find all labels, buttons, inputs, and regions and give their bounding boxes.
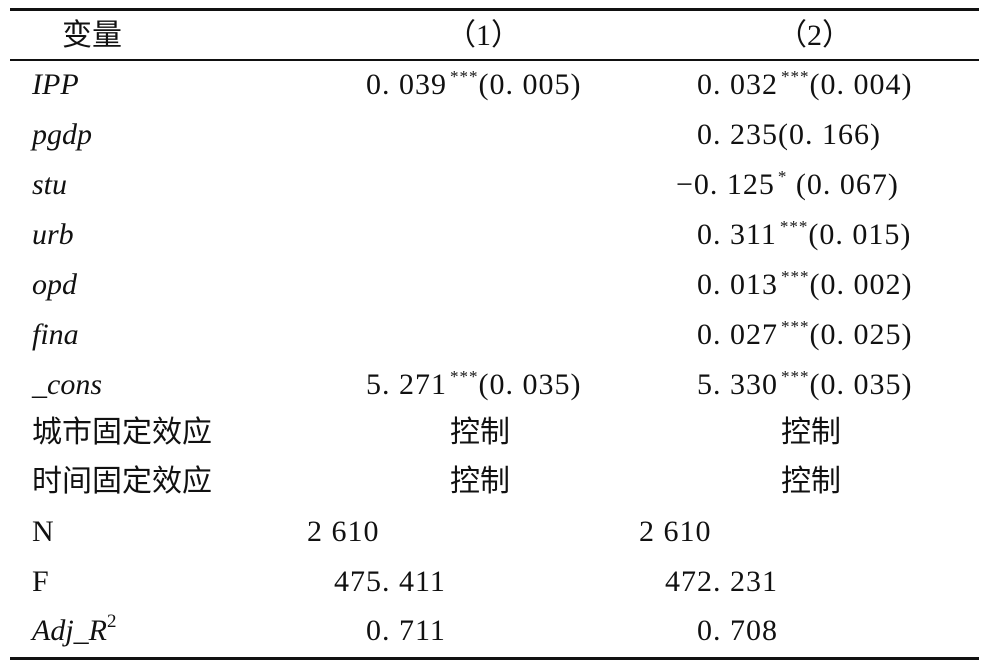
header-col2: （2） bbox=[777, 19, 852, 52]
row-var-ipp: IPP bbox=[32, 68, 79, 101]
row-fina-col2: 0. 027 ***(0. 025) bbox=[697, 317, 913, 356]
row-f-col2: 472. 231 bbox=[665, 565, 778, 598]
table-header-rule bbox=[10, 59, 979, 61]
std-error: (0. 015) bbox=[808, 218, 912, 251]
row-var-opd: opd bbox=[32, 268, 77, 301]
row-adjr2-col2: 0. 708 bbox=[697, 614, 778, 647]
signif-stars: *** bbox=[781, 267, 810, 286]
coef: 0. 013 bbox=[697, 268, 778, 301]
row-var-fina: fina bbox=[32, 318, 79, 351]
std-error: (0. 005) bbox=[478, 68, 582, 101]
signif-stars: *** bbox=[450, 67, 479, 86]
row-n-label: N bbox=[32, 515, 54, 548]
row-var-pgdp: pgdp bbox=[32, 118, 92, 151]
row-var-stu: stu bbox=[32, 168, 68, 201]
std-error: (0. 067) bbox=[787, 168, 899, 201]
row-opd-col2: 0. 013 ***(0. 002) bbox=[697, 267, 913, 306]
row-city-fe-col2: 控制 bbox=[781, 416, 841, 449]
row-cons-col1: 5. 271 ***(0. 035) bbox=[366, 367, 582, 406]
std-error: (0. 035) bbox=[478, 368, 582, 401]
std-error: (0. 002) bbox=[809, 268, 913, 301]
signif-stars: *** bbox=[779, 217, 809, 236]
row-cons-col2: 5. 330 ***(0. 035) bbox=[697, 367, 913, 406]
adjr-superscript: 2 bbox=[107, 611, 117, 632]
header-col1: （1） bbox=[446, 19, 521, 52]
signif-stars: *** bbox=[781, 317, 810, 336]
row-adjr2-label: Adj_R2 bbox=[32, 611, 117, 652]
row-f-col1: 475. 411 bbox=[334, 565, 446, 598]
row-n-col2: 2 610 bbox=[639, 515, 712, 548]
std-error: (0. 004) bbox=[809, 68, 913, 101]
signif-stars: *** bbox=[781, 367, 810, 386]
signif-stars: * bbox=[777, 167, 788, 186]
table-bottom-rule bbox=[10, 657, 979, 660]
row-ipp-col1: 0. 039 ***(0. 005) bbox=[366, 67, 582, 106]
coef: 0. 311 bbox=[697, 218, 777, 251]
row-n-col1: 2 610 bbox=[307, 515, 380, 548]
row-ipp-col2: 0. 032 ***(0. 004) bbox=[697, 67, 913, 106]
signif-stars: *** bbox=[450, 367, 479, 386]
row-urb-col2: 0. 311 ***(0. 015) bbox=[697, 217, 912, 256]
coef: 0. 027 bbox=[697, 318, 778, 351]
row-f-label: F bbox=[32, 565, 49, 598]
coef: 5. 330 bbox=[697, 368, 778, 401]
std-error: (0. 035) bbox=[809, 368, 913, 401]
coef: 0. 039 bbox=[366, 68, 447, 101]
row-var-cons: _cons bbox=[32, 368, 102, 401]
row-city-fe-label: 城市固定效应 bbox=[32, 416, 212, 449]
header-variable: 变量 bbox=[62, 19, 122, 52]
row-stu-col2: −0. 125 * (0. 067) bbox=[676, 167, 899, 206]
row-time-fe-col1: 控制 bbox=[450, 465, 510, 498]
coef: −0. 125 bbox=[676, 168, 775, 201]
adjr-text: Adj_R bbox=[32, 614, 107, 647]
row-pgdp-col2: 0. 235(0. 166) bbox=[697, 118, 881, 152]
row-adjr2-col1: 0. 711 bbox=[366, 614, 446, 647]
row-time-fe-label: 时间固定效应 bbox=[32, 465, 212, 498]
coef: 0. 235 bbox=[697, 118, 778, 151]
row-time-fe-col2: 控制 bbox=[781, 465, 841, 498]
row-city-fe-col1: 控制 bbox=[450, 416, 510, 449]
coef: 5. 271 bbox=[366, 368, 447, 401]
signif-stars: *** bbox=[781, 67, 810, 86]
coef: 0. 032 bbox=[697, 68, 778, 101]
std-error: (0. 166) bbox=[778, 118, 881, 151]
std-error: (0. 025) bbox=[809, 318, 913, 351]
row-var-urb: urb bbox=[32, 218, 74, 251]
table-top-rule bbox=[10, 8, 979, 11]
